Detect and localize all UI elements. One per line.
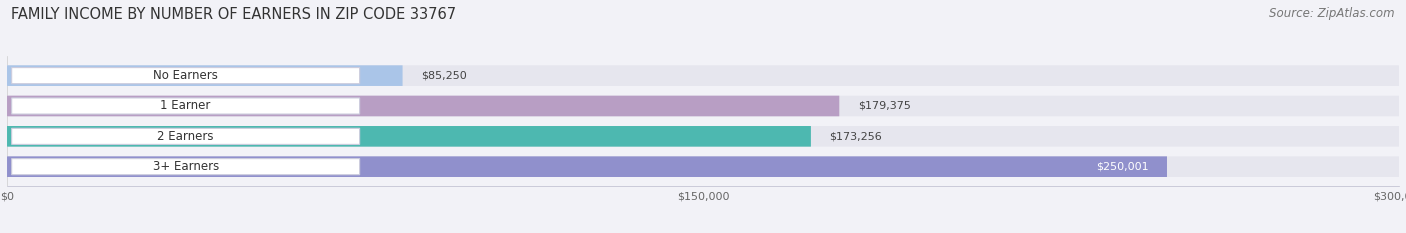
Text: 2 Earners: 2 Earners — [157, 130, 214, 143]
FancyBboxPatch shape — [11, 98, 360, 114]
FancyBboxPatch shape — [11, 128, 360, 144]
Text: $250,001: $250,001 — [1095, 162, 1149, 172]
Text: 3+ Earners: 3+ Earners — [152, 160, 219, 173]
Text: $173,256: $173,256 — [830, 131, 882, 141]
FancyBboxPatch shape — [7, 126, 811, 147]
FancyBboxPatch shape — [11, 159, 360, 175]
FancyBboxPatch shape — [7, 65, 402, 86]
Text: $85,250: $85,250 — [422, 71, 467, 81]
FancyBboxPatch shape — [7, 126, 1399, 147]
FancyBboxPatch shape — [11, 68, 360, 84]
FancyBboxPatch shape — [7, 156, 1167, 177]
Text: 1 Earner: 1 Earner — [160, 99, 211, 113]
FancyBboxPatch shape — [7, 96, 1399, 116]
FancyBboxPatch shape — [7, 156, 1399, 177]
FancyBboxPatch shape — [7, 65, 1399, 86]
Text: Source: ZipAtlas.com: Source: ZipAtlas.com — [1270, 7, 1395, 20]
Text: $179,375: $179,375 — [858, 101, 911, 111]
Text: No Earners: No Earners — [153, 69, 218, 82]
Text: FAMILY INCOME BY NUMBER OF EARNERS IN ZIP CODE 33767: FAMILY INCOME BY NUMBER OF EARNERS IN ZI… — [11, 7, 457, 22]
FancyBboxPatch shape — [7, 96, 839, 116]
